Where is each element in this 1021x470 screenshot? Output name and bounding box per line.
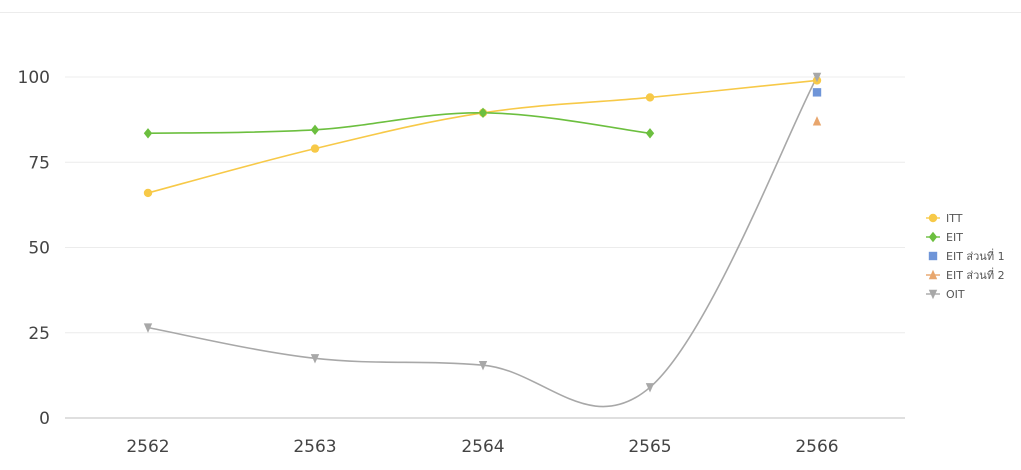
data-point [812,88,822,97]
data-point [478,107,488,119]
legend-marker [928,213,938,223]
data-point [143,188,153,198]
x-tick-label: 2566 [795,437,838,457]
x-tick-label: 2563 [293,437,336,457]
y-tick-label: 75 [28,153,50,173]
y-axis-ticks: 0 25 50 75 100 [18,68,50,429]
data-point [310,124,320,136]
data-point [310,354,320,364]
legend-marker [928,231,938,243]
data-point [645,383,655,393]
legend-item: ITT [926,212,963,225]
data-point [812,72,822,83]
series-markers [143,72,822,393]
x-axis-ticks: 2562 2563 2564 2565 2566 [126,437,838,457]
y-tick-label: 0 [39,409,50,429]
legend-label: ITT [946,212,963,225]
legend-item: EIT ส่วนที่ 2 [926,267,1005,282]
legend-marker [928,269,938,280]
data-point [310,144,320,153]
data-point [143,128,153,139]
legend-item: OIT [926,288,965,301]
x-tick-label: 2562 [126,437,169,457]
legend-label: EIT ส่วนที่ 1 [946,248,1005,263]
legend-label: EIT [946,231,963,244]
data-point [645,128,655,139]
legend-marker [928,251,938,261]
data-point [478,360,488,371]
data-point [143,323,153,333]
series-line-oit [147,76,818,408]
series-lines [147,76,818,408]
legend-marker [928,289,938,300]
data-point [812,116,822,126]
grid-lines [65,76,905,334]
series-line-itt [147,79,818,194]
legend: ITT EIT EIT ส่วนที่ 1 EIT ส่วนที่ 2 OIT [926,212,1005,301]
y-tick-label: 50 [28,239,50,259]
y-tick-label: 25 [28,324,50,344]
y-tick-label: 100 [18,68,50,88]
x-tick-label: 2565 [628,437,671,457]
x-tick-label: 2564 [461,437,504,457]
top-divider [0,0,1021,13]
legend-item: EIT ส่วนที่ 1 [928,248,1005,263]
legend-label: EIT ส่วนที่ 2 [946,267,1005,282]
data-point [645,93,655,102]
legend-item: EIT [926,231,963,244]
series-line-eit [147,112,651,135]
legend-label: OIT [946,288,965,301]
